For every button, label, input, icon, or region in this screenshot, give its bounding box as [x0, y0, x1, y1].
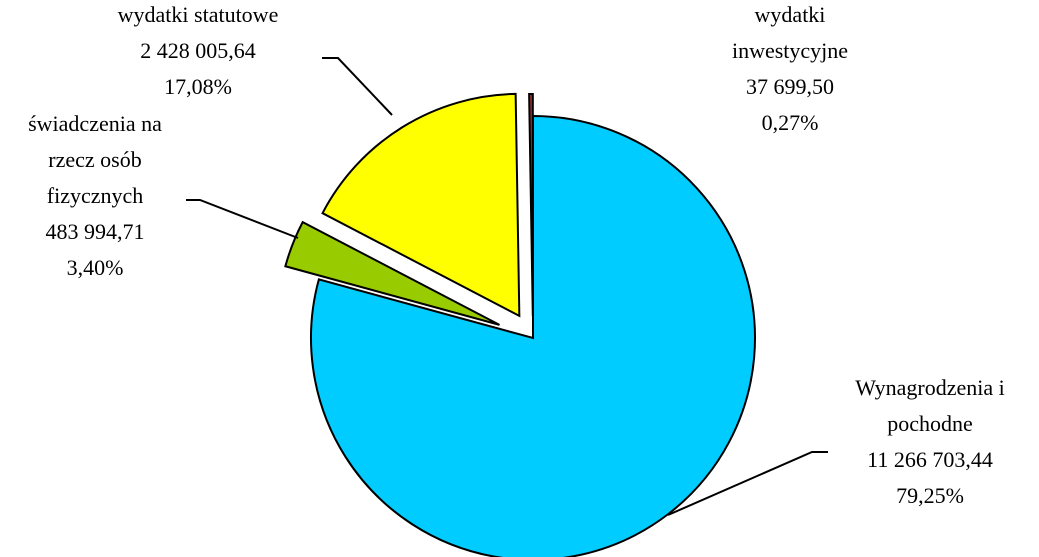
data-label-2-line-2: 17,08%: [164, 74, 232, 99]
data-label-0-line-3: 79,25%: [896, 483, 964, 508]
data-label-3: wydatki inwestycyjne 37 699,50 0,27%: [732, 2, 848, 135]
data-label-1-line-3: 483 994,71: [46, 219, 145, 244]
pie-slice-0: [310, 114, 756, 557]
data-label-0: Wynagrodzenia i pochodne 11 266 703,44 79,2…: [855, 375, 1005, 508]
data-label-2-line-1: 2 428 005,64: [140, 38, 256, 63]
data-label-1-line-2: fizycznych: [47, 183, 144, 208]
data-label-1: świadczenia na rzecz osób fizycznych 483 99…: [28, 111, 162, 280]
data-label-2-line-0: wydatki statutowe: [118, 2, 279, 27]
data-label-0-line-0: Wynagrodzenia i: [855, 375, 1005, 400]
leader-line-2: [322, 57, 393, 116]
data-label-1-line-0: świadczenia na: [28, 111, 162, 136]
data-label-0-line-2: 11 266 703,44: [867, 447, 993, 472]
data-label-0-line-1: pochodne: [887, 411, 973, 436]
pie-slice-3: [528, 92, 534, 317]
data-label-1-line-4: 3,40%: [67, 255, 124, 280]
leader-line-0: [667, 451, 828, 516]
leader-line-1: [186, 199, 299, 239]
data-label-3-line-1: inwestycyjne: [732, 38, 848, 63]
pie-slice-2: [321, 92, 521, 318]
data-label-3-line-2: 37 699,50: [746, 74, 834, 99]
data-label-3-line-0: wydatki: [755, 2, 826, 27]
data-label-3-line-3: 0,27%: [762, 110, 819, 135]
data-label-2: wydatki statutowe 2 428 005,64 17,08%: [118, 2, 279, 99]
pie-slice-1: [284, 220, 500, 326]
data-label-1-line-1: rzecz osób: [48, 147, 141, 172]
